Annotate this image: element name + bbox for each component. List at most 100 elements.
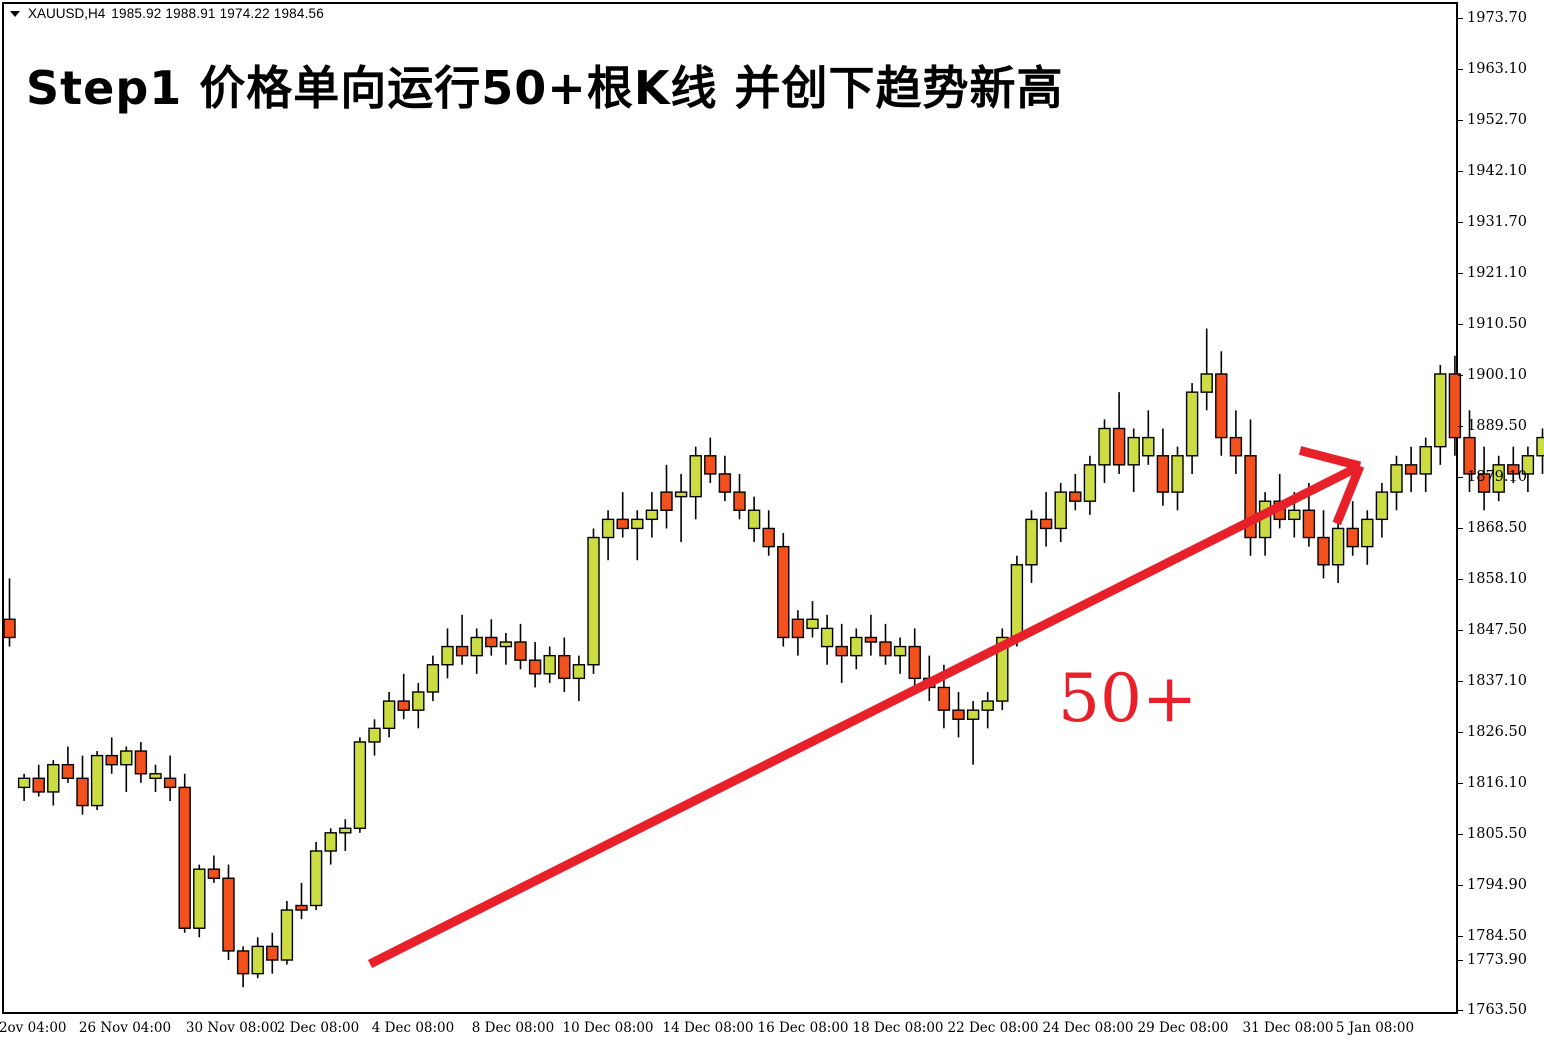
candlestick (193, 864, 206, 938)
price-tick: 1973.70 (1458, 10, 1527, 26)
candlestick (1375, 483, 1389, 538)
price-tick: 1942.10 (1458, 163, 1527, 179)
candlestick (1112, 392, 1126, 474)
price-tick-label: 1910.50 (1467, 316, 1527, 332)
price-tick: 1921.10 (1458, 265, 1527, 281)
time-axis[interactable]: 4 12ov 04:00 26 Nov 04:00 30 Nov 08:002 De… (0, 1018, 1544, 1046)
price-tick-label: 1889.50 (1467, 418, 1527, 434)
price-tick-label: 1826.50 (1467, 724, 1527, 740)
price-tick-mark (1458, 680, 1463, 682)
candlestick (499, 632, 513, 665)
price-tick-mark (1458, 1009, 1463, 1011)
candlestick (76, 755, 89, 815)
time-tick-label: 4 Dec 08:00 (371, 1020, 455, 1036)
price-tick-mark (1458, 323, 1463, 325)
price-tick: 1773.90 (1458, 952, 1527, 968)
candlestick (1258, 492, 1272, 556)
time-tick-label: 30 Nov 08:00 (185, 1020, 279, 1036)
price-tick-mark (1458, 782, 1463, 784)
candlestick (1244, 419, 1257, 556)
candlestick (222, 864, 235, 961)
candlestick (324, 828, 337, 865)
price-tick-label: 1942.10 (1467, 163, 1527, 179)
candlestick (1142, 410, 1155, 465)
candlestick (1083, 455, 1097, 515)
candlestick (61, 746, 75, 783)
candlestick (660, 464, 673, 529)
candlestick (353, 737, 367, 833)
candlestick (952, 691, 965, 738)
candlestick (1463, 410, 1476, 493)
time-tick-label: 14 Dec 08:00 (662, 1020, 754, 1036)
candlestick (1215, 351, 1228, 456)
candlestick (777, 532, 790, 647)
candlestick (587, 528, 600, 674)
candlestick (835, 623, 848, 683)
candlestick (616, 492, 629, 538)
candlestick (134, 741, 148, 783)
candlestick (1507, 446, 1520, 484)
candlestick (1127, 428, 1140, 493)
price-tick-mark (1458, 272, 1463, 274)
candlestick (17, 773, 31, 802)
candlestick (937, 664, 951, 729)
candlestick (674, 473, 688, 543)
price-tick-mark (1458, 578, 1463, 580)
time-tick-label: 4 12ov 04:00 (0, 1020, 67, 1036)
price-tick: 1763.50 (1458, 1002, 1527, 1018)
price-tick-mark (1458, 170, 1463, 172)
candlestick (149, 764, 162, 792)
price-tick: 1868.50 (1458, 520, 1527, 536)
fifty-plus-annotation: 50+ (1058, 660, 1198, 737)
candlestick (368, 719, 381, 756)
candlestick (120, 746, 133, 792)
time-tick-label: 26 Nov 04:00 (78, 1020, 172, 1036)
time-tick-label: 8 Dec 08:00 (471, 1020, 555, 1036)
candlestick (485, 619, 498, 656)
candlestick (1185, 383, 1199, 474)
price-tick-mark (1458, 17, 1463, 19)
candlestick (1054, 483, 1067, 543)
candlestick (966, 701, 980, 765)
candlestick (1331, 519, 1345, 583)
time-tick-label: 5 Jan 08:00 (1335, 1020, 1415, 1036)
time-tick-label: 29 Dec 08:00 (1137, 1020, 1229, 1036)
candlestick (572, 655, 586, 702)
candlestick (295, 882, 308, 920)
price-tick-mark (1458, 629, 1463, 631)
candlestick (426, 655, 440, 702)
candlestick (981, 691, 994, 729)
candlestick (631, 510, 644, 561)
candlestick (251, 937, 264, 979)
candlestick (266, 932, 279, 974)
candlestick (280, 900, 294, 965)
price-tick-label: 1837.10 (1467, 673, 1527, 689)
candlestick (1390, 455, 1403, 511)
caret-down-icon[interactable] (10, 10, 20, 17)
candlestick (850, 628, 863, 670)
price-tick-mark (1458, 425, 1463, 427)
candlestick (1404, 446, 1418, 493)
price-tick-label: 1805.50 (1467, 826, 1527, 842)
time-tick-label: 2 Dec 08:00 (276, 1020, 360, 1036)
candlestick (1098, 419, 1111, 484)
candlestick (178, 773, 191, 933)
candlestick (558, 637, 571, 692)
ohlc-values-label: 1985.92 1988.91 1974.22 1984.56 (111, 6, 324, 21)
candlestick (1536, 428, 1544, 474)
time-tick-label: 22 Dec 08:00 (947, 1020, 1039, 1036)
price-tick: 1826.50 (1458, 724, 1527, 740)
candlestick (762, 510, 775, 556)
price-tick-mark (1458, 527, 1463, 529)
price-tick: 1952.70 (1458, 112, 1527, 128)
candlestick (601, 510, 615, 561)
candlestick (207, 855, 221, 883)
price-tick-mark (1458, 374, 1463, 376)
price-axis[interactable]: 1973.70 1963.10 1952.70 1942.10 1931.70 1921.… (1458, 0, 1544, 1018)
candlestick (339, 819, 352, 851)
price-tick-label: 1868.50 (1467, 520, 1527, 536)
candlestick (1273, 473, 1286, 529)
candlestick (864, 614, 878, 656)
